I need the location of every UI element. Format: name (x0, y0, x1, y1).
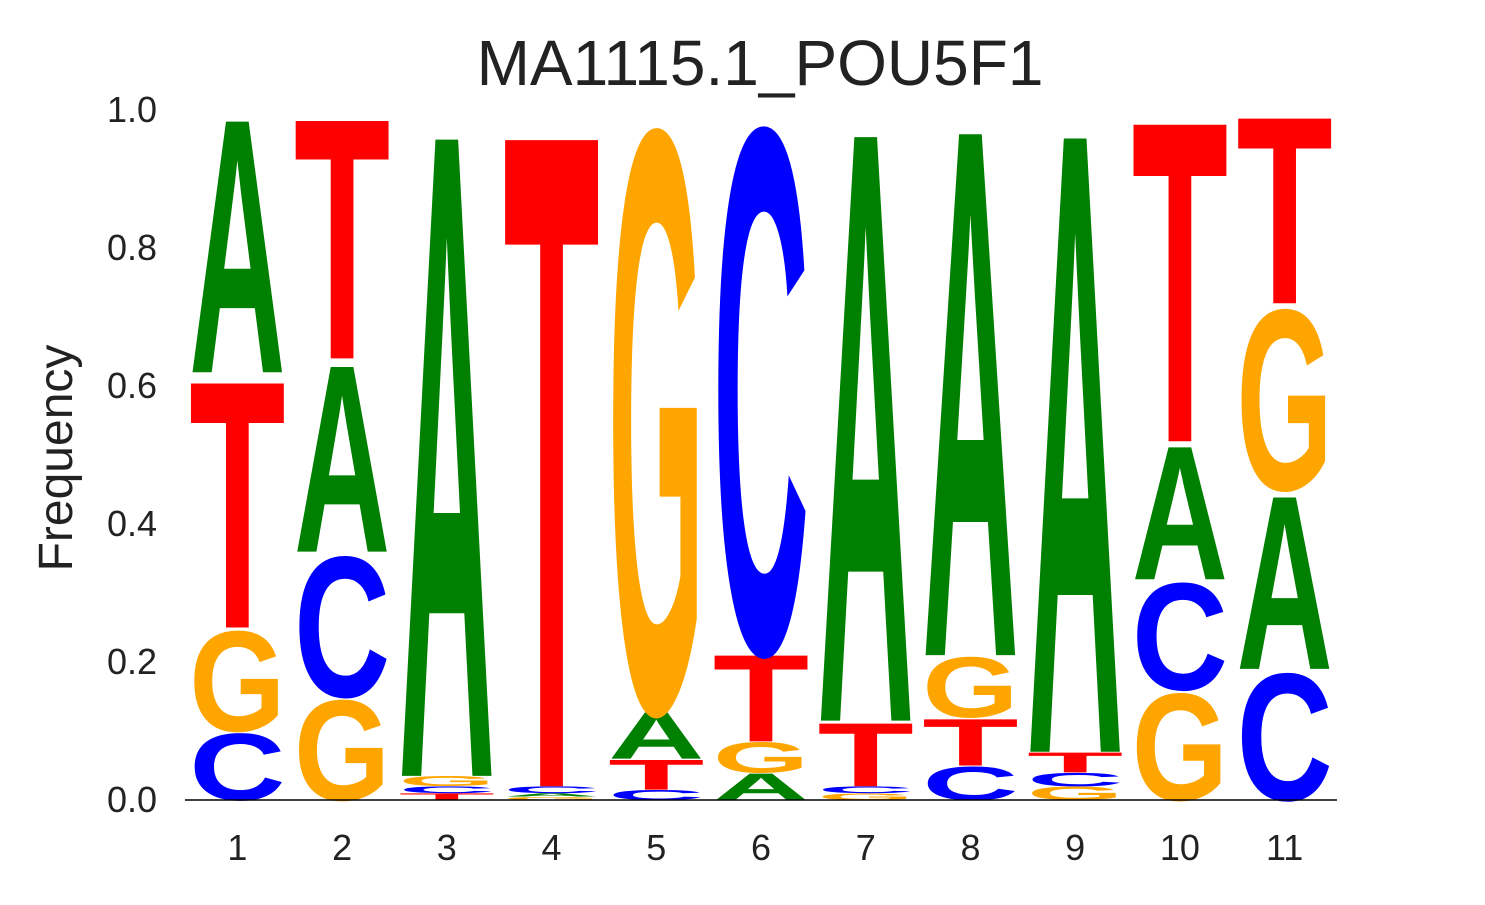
logo-letter-g: G (189, 602, 285, 762)
logo-letter-g: G (818, 791, 914, 802)
logo-letter-t: T (818, 704, 914, 806)
x-tick-label: 3 (437, 827, 457, 868)
x-tick-label: 6 (751, 827, 771, 868)
logo-letter-a: A (1236, 444, 1332, 722)
logo-letter-c: C (294, 515, 390, 740)
y-tick-label: 1.0 (107, 89, 157, 130)
y-tick-label: 0.2 (107, 641, 157, 682)
y-axis-ticks: 0.0 0.2 0.4 0.6 0.8 1.0 (107, 89, 157, 820)
logo-letter-a: A (818, 0, 914, 900)
logo-letter-c: C (713, 0, 809, 812)
x-tick-label: 2 (332, 827, 352, 868)
logo-letter-c: C (818, 784, 914, 795)
logo-letter-g: G (922, 639, 1018, 736)
logo-letter-t: T (922, 705, 1018, 780)
x-axis-ticks: 1 2 3 4 5 6 7 8 9 10 11 (227, 827, 1303, 868)
logo-letter-g: G (1236, 255, 1332, 545)
logo-letter-g: G (1027, 783, 1123, 804)
y-axis-label: Frequency (30, 345, 83, 572)
logo-letter-c: C (1236, 636, 1332, 839)
x-tick-label: 10 (1160, 827, 1200, 868)
y-tick-label: 0.6 (107, 365, 157, 406)
logo-letter-g: G (713, 733, 809, 781)
logo-letter-c: C (189, 713, 285, 820)
logo-letter-a: A (1132, 406, 1228, 620)
y-tick-label: 0.4 (107, 503, 157, 544)
logo-letter-g: G (608, 0, 704, 888)
x-tick-label: 4 (542, 827, 562, 868)
x-tick-label: 9 (1065, 827, 1085, 868)
logo-letter-c: C (503, 784, 599, 795)
x-tick-label: 8 (960, 827, 980, 868)
logo-letter-t: T (1027, 747, 1123, 779)
logo-letter-t: T (1236, 61, 1332, 361)
logo-letter-t: T (294, 46, 390, 432)
logo-letter-g: G (503, 796, 599, 801)
logo-letter-a: A (189, 44, 285, 450)
logo-letter-a: A (922, 0, 1018, 817)
x-tick-label: 1 (227, 827, 247, 868)
logo-letter-t: T (608, 751, 704, 799)
logo-letter-c: C (922, 757, 1018, 811)
logo-letter-t: T (1132, 25, 1228, 539)
logo-letter-a: A (713, 765, 809, 808)
logo-letter-t: T (503, 0, 599, 900)
logo-letter-t: T (399, 791, 495, 802)
logo-letter-a: A (503, 792, 599, 797)
logo-letter-g: G (294, 671, 390, 831)
x-tick-label: 7 (856, 827, 876, 868)
logo-letter-c: C (399, 784, 495, 795)
logo-letter-c: C (1132, 552, 1228, 723)
logo-letter-a: A (294, 308, 390, 608)
logo-letter-a: A (1027, 0, 1123, 900)
logo-letter-a: A (608, 698, 704, 773)
logo-letter-c: C (1027, 769, 1123, 790)
chart-title: MA1115.1_POU5F1 (477, 27, 1044, 99)
logo-letter-c: C (608, 787, 704, 803)
logo-letter-g: G (1132, 661, 1228, 833)
y-tick-label: 0.0 (107, 779, 157, 820)
logo-letter-g: G (399, 773, 495, 789)
logo-letter-t: T (713, 629, 809, 768)
logo-letter-t: T (189, 308, 285, 703)
logo-letter-a: A (399, 0, 495, 900)
x-tick-label: 5 (646, 827, 666, 868)
y-tick-label: 0.8 (107, 227, 157, 268)
x-tick-label: 11 (1266, 827, 1303, 868)
